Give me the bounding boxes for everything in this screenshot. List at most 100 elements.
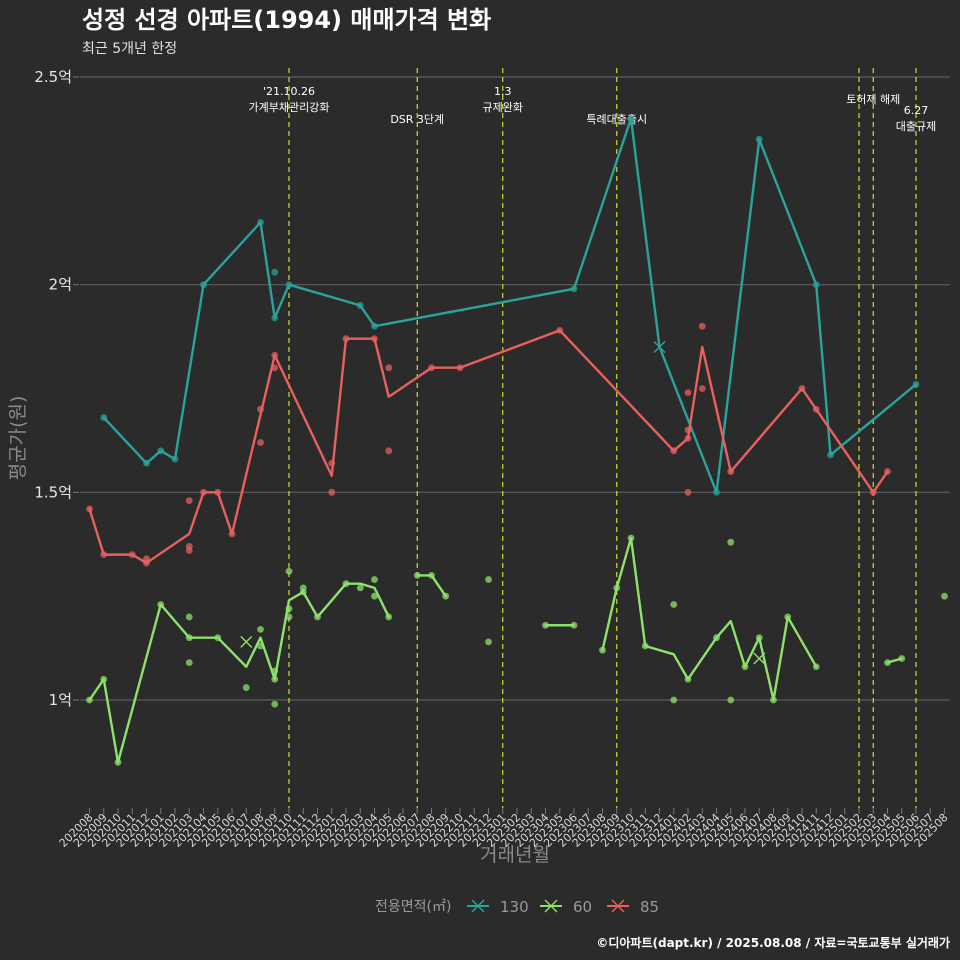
x-axis-ticks: 2020082020092020102020112020122021012021… <box>57 808 951 850</box>
data-point-60 <box>285 605 293 613</box>
data-cross-60 <box>240 635 253 648</box>
data-point-85 <box>698 322 706 330</box>
data-point-130 <box>812 281 820 289</box>
legend-label: 60 <box>573 898 592 916</box>
data-point-60 <box>356 584 364 592</box>
data-point-85 <box>100 551 108 559</box>
legend-label: 130 <box>500 898 529 916</box>
data-point-60 <box>770 696 777 704</box>
data-point-85 <box>385 447 393 455</box>
data-point-60 <box>114 758 122 766</box>
data-point-85 <box>371 335 378 343</box>
data-point-60 <box>941 592 948 600</box>
data-point-60 <box>670 601 678 608</box>
data-point-85 <box>257 439 264 446</box>
data-point-60 <box>485 576 492 583</box>
annotation-text: 특례대출출시 <box>586 113 647 126</box>
data-point-60 <box>442 592 450 600</box>
series-points <box>86 115 948 766</box>
data-point-85 <box>456 364 464 372</box>
policy-event-lines <box>288 68 917 808</box>
data-point-60 <box>741 663 749 671</box>
data-point-130 <box>271 314 279 322</box>
data-cross-60 <box>753 652 766 665</box>
data-point-85 <box>214 488 222 496</box>
series-line-60 <box>88 582 390 764</box>
data-point-60 <box>185 613 193 621</box>
data-point-130 <box>713 488 720 496</box>
data-point-60 <box>627 534 635 542</box>
annotation-text: 규제완화 <box>483 101 523 114</box>
data-point-60 <box>86 696 93 704</box>
data-point-60 <box>413 572 421 579</box>
annotation-text: 가계부채관리강화 <box>249 101 330 114</box>
data-point-60 <box>613 584 621 592</box>
data-point-60 <box>727 538 735 546</box>
series-line-60 <box>601 536 818 702</box>
data-point-60 <box>599 646 606 654</box>
data-point-85 <box>271 351 279 359</box>
data-point-60 <box>784 613 792 621</box>
data-point-60 <box>898 655 906 662</box>
data-point-130 <box>143 459 150 467</box>
data-point-130 <box>200 281 207 289</box>
data-point-60 <box>755 634 763 642</box>
series-line-130 <box>102 117 918 494</box>
data-point-60 <box>271 675 279 683</box>
data-point-130 <box>157 447 165 455</box>
data-point-60 <box>670 696 678 704</box>
data-point-85 <box>342 335 350 343</box>
annotation-text: '21.10.26 <box>263 85 315 98</box>
data-point-60 <box>812 663 820 671</box>
data-point-85 <box>328 488 336 496</box>
data-point-85 <box>670 447 678 455</box>
chart-subtitle: 최근 5개년 한정 <box>82 41 177 57</box>
data-point-60 <box>285 613 293 621</box>
y-tick-label: 2억 <box>49 276 72 294</box>
data-point-60 <box>271 667 279 675</box>
data-point-130 <box>285 281 293 289</box>
data-point-130 <box>627 115 635 122</box>
data-point-85 <box>185 542 193 550</box>
data-point-85 <box>257 405 264 413</box>
data-point-85 <box>684 434 692 442</box>
data-point-60 <box>214 634 222 642</box>
data-point-60 <box>428 572 435 579</box>
data-point-60 <box>185 659 193 667</box>
y-tick-label: 2.5억 <box>34 68 72 86</box>
data-point-60 <box>713 634 720 642</box>
data-point-85 <box>271 364 279 372</box>
annotation-text: 토허제 해제 <box>846 92 900 106</box>
data-point-60 <box>257 642 264 650</box>
legend-label: 85 <box>640 898 659 916</box>
legend-key-60 <box>540 899 562 913</box>
data-point-130 <box>755 135 763 143</box>
data-point-130 <box>570 285 578 293</box>
data-point-130 <box>257 218 264 226</box>
annotation-text: 6.27 <box>904 104 929 117</box>
annotation-text: 대출규제 <box>896 120 936 133</box>
caption: ©디아파트(dapt.kr) / 2025.08.08 / 자료=국토교통부 실… <box>596 935 950 950</box>
data-point-85 <box>200 488 207 496</box>
data-point-60 <box>542 621 549 629</box>
data-cross-130 <box>653 340 666 353</box>
data-point-85 <box>328 459 336 467</box>
series-line-85 <box>88 329 889 565</box>
y-axis-title: 평균가(원) <box>7 396 29 481</box>
x-axis-title: 거래년월 <box>480 844 550 866</box>
data-point-85 <box>228 530 236 538</box>
data-point-85 <box>684 488 692 496</box>
data-point-85 <box>86 505 93 513</box>
data-point-85 <box>684 426 692 434</box>
data-point-60 <box>285 567 293 575</box>
data-point-60 <box>257 625 264 633</box>
data-point-60 <box>100 675 108 683</box>
data-point-60 <box>185 634 193 642</box>
chart-title: 성정 선경 아파트(1994) 매매가격 변화 <box>82 6 491 34</box>
data-point-60 <box>371 576 378 583</box>
legend-title: 전용면적(㎡) <box>375 899 451 915</box>
data-point-130 <box>371 322 378 330</box>
data-point-85 <box>185 497 193 505</box>
data-point-60 <box>299 588 307 596</box>
